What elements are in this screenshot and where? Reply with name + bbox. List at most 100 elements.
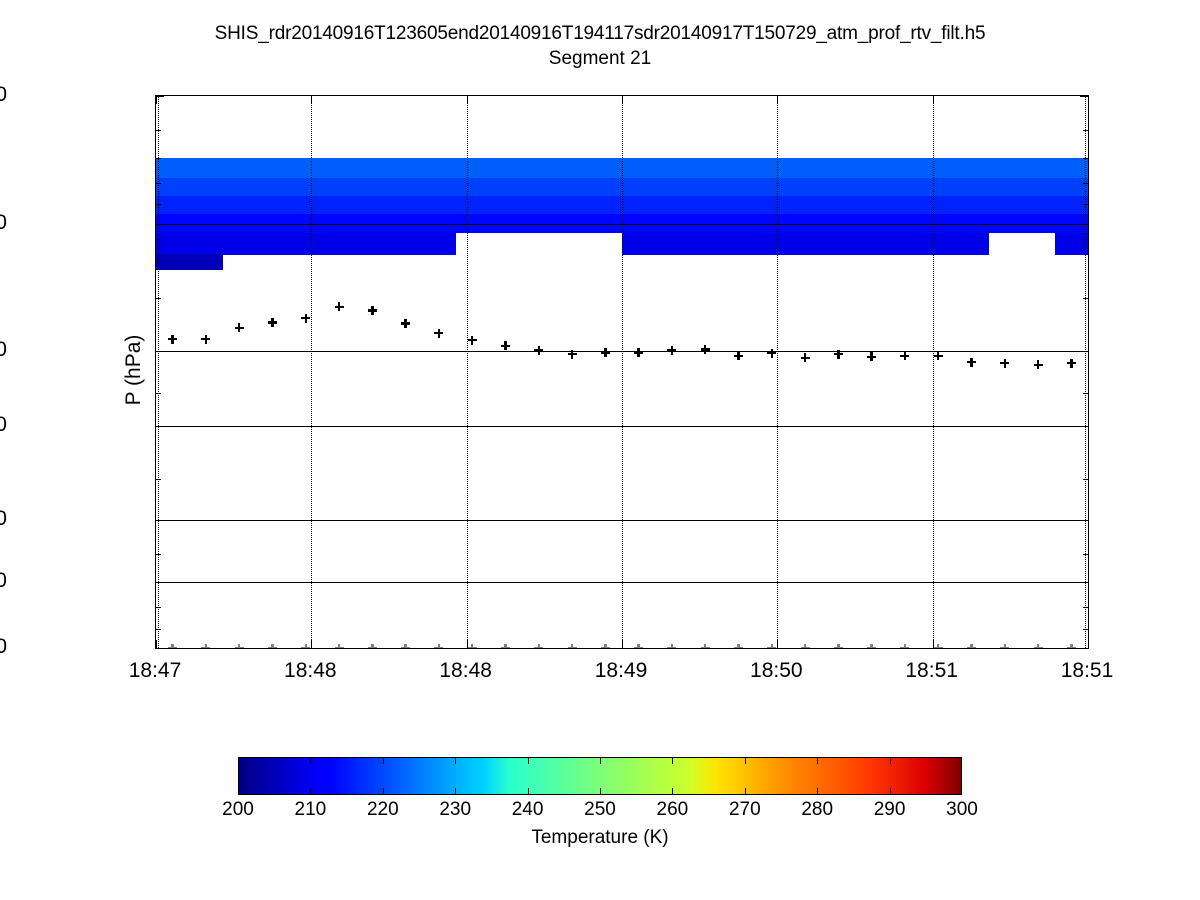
y-tick-label: 100 <box>0 210 7 234</box>
x-tick-mark <box>932 96 934 104</box>
tropopause-marker <box>933 351 943 361</box>
grid-line-vertical <box>311 96 313 648</box>
heatmap-cell <box>522 157 557 179</box>
y-tick-mark <box>156 182 161 184</box>
x-tick-label: 18:51 <box>1060 659 1114 682</box>
heatmap-cell <box>289 232 324 255</box>
heatmap-cell <box>755 157 790 179</box>
colorbar-tick-mark <box>889 757 891 764</box>
heatmap-cell <box>855 195 889 215</box>
heatmap-cell <box>921 195 956 215</box>
tropopause-marker <box>900 351 910 361</box>
y-tick-mark <box>156 351 164 353</box>
heatmap-cell <box>255 232 290 255</box>
heatmap-cell <box>422 157 457 179</box>
colorbar-tick-mark <box>600 788 601 795</box>
x-tick-label: 18:50 <box>750 659 803 682</box>
colorbar-tick-label: 280 <box>801 799 834 820</box>
heatmap-cell <box>921 157 956 179</box>
heatmap-cell <box>322 195 357 215</box>
heatmap-cell <box>888 195 923 215</box>
heatmap-cell <box>855 177 889 197</box>
heatmap-cell <box>322 232 357 255</box>
heatmap-cell <box>455 195 490 215</box>
heatmap-cell <box>588 195 623 215</box>
heatmap-cell <box>156 157 190 179</box>
heatmap-cell <box>655 195 690 215</box>
y-tick-mark <box>156 298 161 300</box>
y-tick-mark <box>156 520 164 522</box>
y-axis-label: P (hPa) <box>122 334 145 406</box>
colorbar-tick-label: 220 <box>366 799 399 820</box>
heatmap-cell <box>488 177 523 197</box>
heatmap-cell <box>688 195 723 215</box>
x-tick-mark <box>622 96 623 104</box>
colorbar-tick-label: 230 <box>439 799 472 820</box>
x-tick-mark <box>777 96 779 104</box>
grid-line-vertical <box>1085 96 1086 648</box>
colorbar-tick-mark <box>672 757 674 764</box>
heatmap-cell <box>1054 157 1088 179</box>
heatmap-cell <box>1021 157 1056 179</box>
plot-data-region <box>156 96 1088 648</box>
colorbar-tick-label: 240 <box>511 799 544 820</box>
heatmap-cell <box>289 157 324 179</box>
colorbar-tick-mark <box>455 788 457 795</box>
x-tick-mark <box>466 640 468 648</box>
colorbar-tick-mark <box>382 788 384 795</box>
tropopause-marker <box>501 341 510 351</box>
colorbar-tick-label: 260 <box>656 799 689 820</box>
heatmap-cell <box>821 195 856 215</box>
y-tick-mark <box>1080 520 1088 522</box>
heatmap-cell <box>1054 195 1088 215</box>
title-line-1: SHIS_rdr20140916T123605end20140916T19411… <box>214 23 986 44</box>
tropopause-marker <box>367 305 377 315</box>
heatmap-cell <box>222 195 257 215</box>
heatmap-cell <box>1021 195 1056 215</box>
y-tick-label: 700 <box>0 569 7 593</box>
colorbar-tick-mark <box>600 757 601 764</box>
heatmap-cell <box>954 232 989 255</box>
heatmap-cell <box>222 177 257 197</box>
heatmap-cell <box>622 177 656 197</box>
colorbar-tick-mark <box>310 788 312 795</box>
y-tick-mark <box>1083 479 1088 481</box>
heatmap-cell <box>422 195 457 215</box>
heatmap-cell <box>588 177 623 197</box>
y-tick-mark <box>1080 223 1088 225</box>
x-tick-mark <box>1088 96 1089 104</box>
y-tick-mark <box>156 129 161 131</box>
heatmap-cell <box>555 177 590 197</box>
tropopause-marker <box>767 348 777 358</box>
heatmap-cell <box>355 195 390 215</box>
heatmap-cell <box>954 195 989 215</box>
x-tick-mark <box>156 96 157 104</box>
tropopause-marker <box>967 357 976 367</box>
grid-line-vertical <box>777 96 779 648</box>
colorbar-tick-mark <box>744 788 746 795</box>
heatmap-cell <box>455 177 490 197</box>
grid-line-vertical <box>466 96 468 648</box>
tropopause-marker <box>867 352 877 362</box>
heatmap-cell <box>954 157 989 179</box>
x-tick-mark <box>156 640 157 648</box>
heatmap-cell <box>355 157 390 179</box>
tropopause-marker <box>334 302 344 312</box>
heatmap-cell <box>522 195 557 215</box>
heatmap-cell <box>189 195 224 215</box>
y-tick-mark <box>156 648 164 649</box>
heatmap-cell <box>389 177 423 197</box>
heatmap-cell <box>655 232 690 255</box>
heatmap-cell <box>1021 177 1056 197</box>
x-tick-label: 18:48 <box>284 659 337 682</box>
y-tick-label: 1000 <box>0 635 7 658</box>
heatmap-cell <box>156 177 190 197</box>
tropopause-marker <box>168 334 178 344</box>
heatmap-cell <box>655 157 690 179</box>
heatmap-cell <box>222 157 257 179</box>
y-tick-mark <box>156 553 161 555</box>
y-tick-mark <box>1083 628 1088 630</box>
y-tick-mark <box>156 157 161 159</box>
heatmap-cell <box>688 157 723 179</box>
heatmap-cell <box>355 232 390 255</box>
